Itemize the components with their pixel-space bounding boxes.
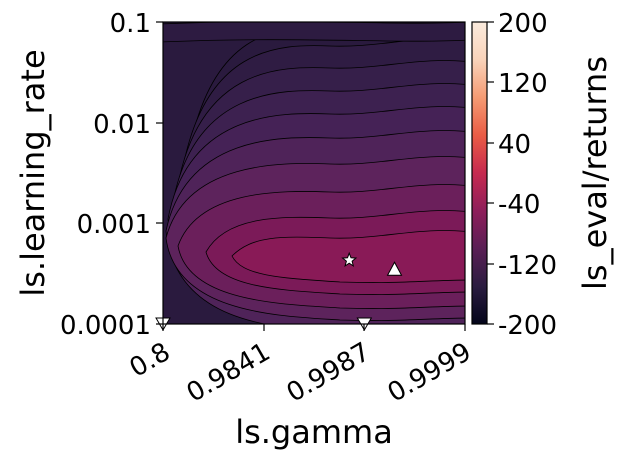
y-axis-title: ls.learning_rate [14, 49, 52, 296]
y-tick-label: 0.001 [77, 210, 151, 240]
x-tick-label: 0.9841 [182, 337, 276, 408]
colorbar-tick-label: -200 [498, 311, 557, 341]
colorbar-tick-label: 200 [498, 9, 548, 39]
plot-frame [162, 21, 466, 325]
plot-area [155, 21, 466, 331]
colorbar: 200 120 40 -40 -120 -200 ls_eval/returns [471, 9, 614, 341]
contour-band [163, 22, 465, 25]
y-tick-label: 0.01 [93, 110, 151, 140]
x-tick-label: 0.9999 [383, 337, 477, 408]
y-tick-label: 0.0001 [60, 311, 151, 341]
colorbar-tick-label: 120 [498, 69, 548, 99]
x-axis: 0.8 0.9841 0.9987 0.9999 ls.gamma [125, 324, 477, 451]
colorbar-tick-label: 40 [498, 130, 531, 160]
contour-band [163, 22, 465, 43]
colorbar-frame [471, 21, 488, 325]
triangle-up-marker [386, 261, 403, 276]
colorbar-gradient-bar [472, 22, 487, 324]
colorbar-title: ls_eval/returns [576, 56, 614, 290]
y-tick-label: 0.1 [110, 9, 151, 39]
x-axis-title: ls.gamma [235, 413, 393, 451]
star-marker [341, 251, 358, 268]
colorbar-tick-label: -120 [498, 251, 557, 281]
x-tick-label: 0.9987 [282, 337, 376, 408]
y-axis: 0.1 0.01 0.001 0.0001 ls.learning_rate [14, 9, 163, 341]
x-tick-label: 0.8 [125, 337, 176, 384]
colorbar-tick-label: -40 [498, 190, 540, 220]
colorbar-ticks: 200 120 40 -40 -120 -200 [487, 9, 557, 341]
